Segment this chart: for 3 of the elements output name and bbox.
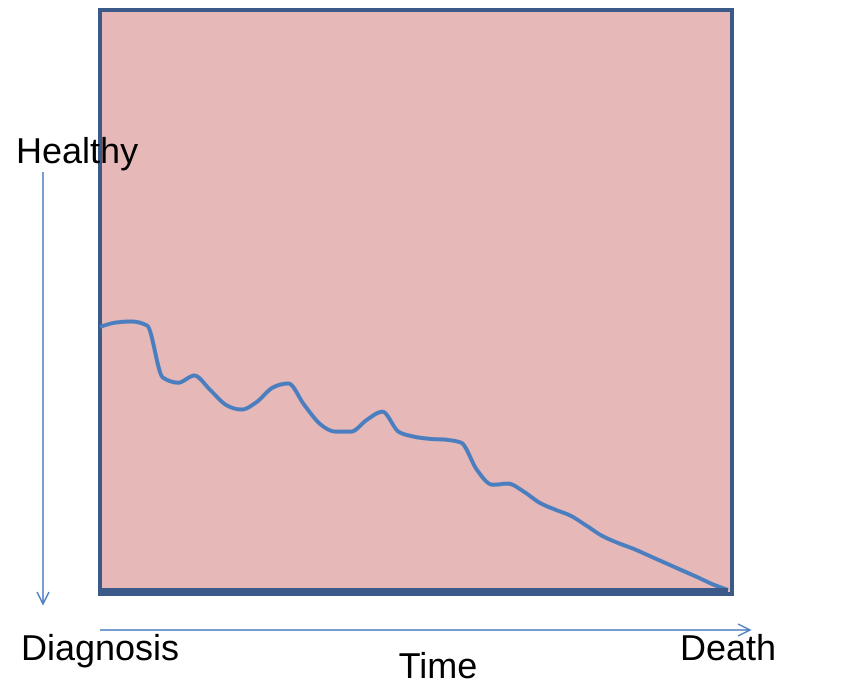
x-tick-label: Diagnosis: [20, 627, 180, 668]
x-axis-title: Time: [398, 645, 478, 686]
x-tick-label: Death: [680, 627, 776, 668]
